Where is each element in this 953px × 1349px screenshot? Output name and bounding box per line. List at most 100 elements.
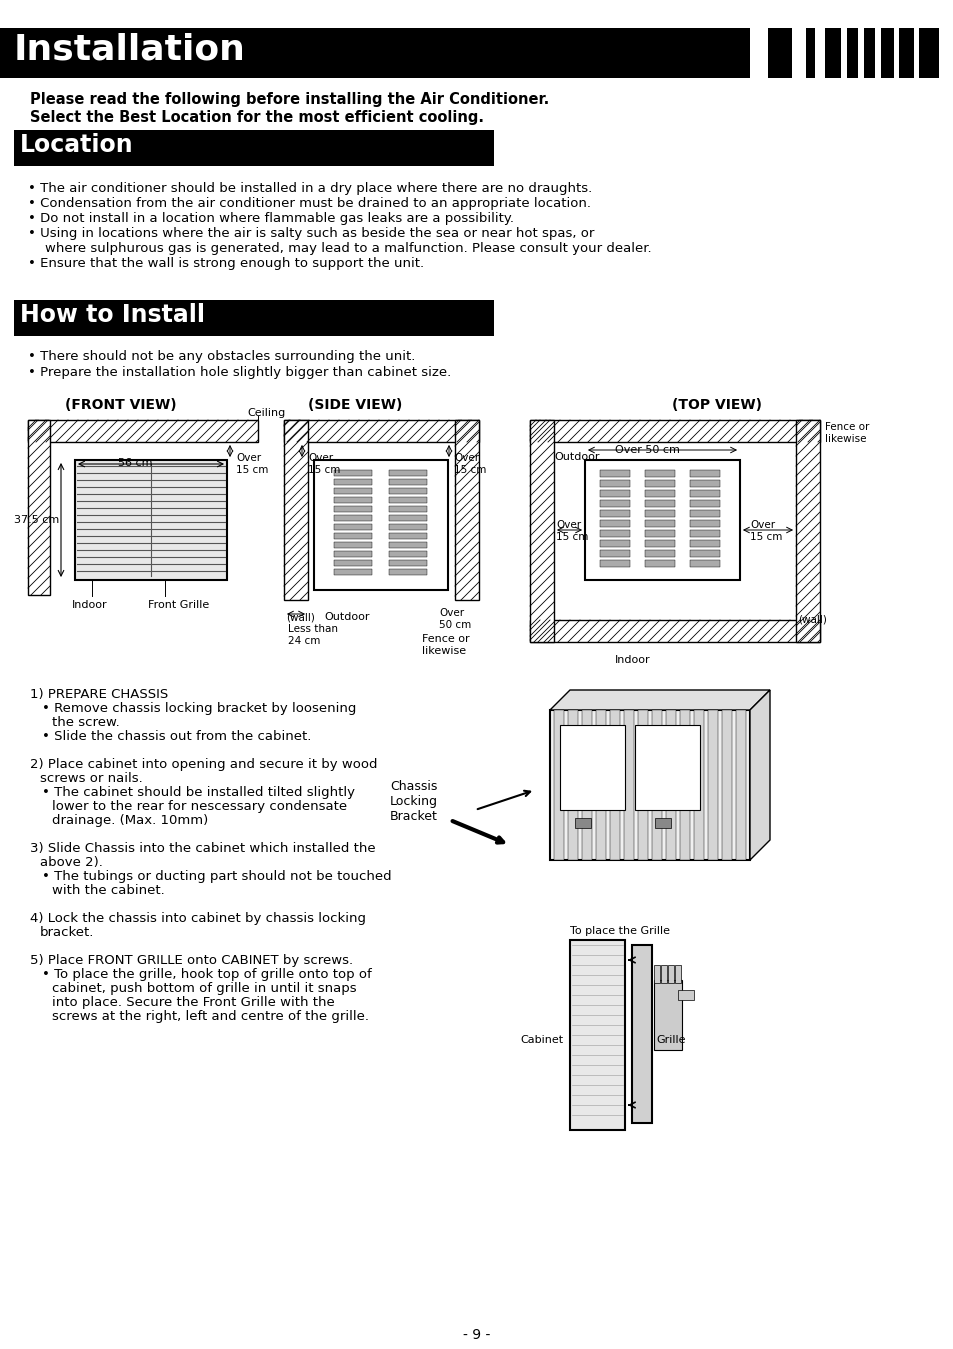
Bar xyxy=(599,490,629,496)
Bar xyxy=(689,519,720,527)
Text: • The cabinet should be installed tilted slightly: • The cabinet should be installed tilted… xyxy=(42,786,355,799)
Bar xyxy=(846,28,857,78)
Text: To place the Grille: To place the Grille xyxy=(569,925,669,936)
Text: 2) Place cabinet into opening and secure it by wood: 2) Place cabinet into opening and secure… xyxy=(30,758,377,772)
Bar xyxy=(334,469,372,476)
Bar xyxy=(635,724,700,809)
Bar xyxy=(795,420,820,642)
Bar xyxy=(596,710,605,861)
Text: screws at the right, left and centre of the grille.: screws at the right, left and centre of … xyxy=(52,1010,369,1023)
Text: Over
15 cm: Over 15 cm xyxy=(235,453,268,475)
Text: with the cabinet.: with the cabinet. xyxy=(52,884,165,897)
Text: Please read the following before installing the Air Conditioner.: Please read the following before install… xyxy=(30,92,549,107)
Text: Over
15 cm: Over 15 cm xyxy=(308,453,340,475)
Bar xyxy=(567,710,578,861)
Bar xyxy=(599,560,629,567)
Text: (SIDE VIEW): (SIDE VIEW) xyxy=(308,398,402,411)
Bar xyxy=(599,530,629,537)
Bar xyxy=(389,488,427,494)
Bar xyxy=(689,500,720,507)
Bar xyxy=(609,710,619,861)
Bar xyxy=(689,530,720,537)
Bar xyxy=(569,940,624,1130)
Bar xyxy=(689,469,720,478)
Bar xyxy=(735,710,745,861)
Bar xyxy=(665,710,676,861)
Bar xyxy=(575,817,590,828)
Bar xyxy=(334,550,372,557)
Text: bracket.: bracket. xyxy=(40,925,94,939)
Bar xyxy=(334,523,372,530)
Text: Fence or
likewise: Fence or likewise xyxy=(824,422,868,444)
Bar xyxy=(334,479,372,486)
Text: • To place the grille, hook top of grille onto top of: • To place the grille, hook top of grill… xyxy=(42,969,372,981)
Bar xyxy=(599,480,629,487)
Bar xyxy=(389,479,427,486)
Bar xyxy=(880,28,893,78)
Text: Grille: Grille xyxy=(656,1035,685,1045)
Text: Indoor: Indoor xyxy=(615,656,650,665)
Bar xyxy=(654,965,659,983)
Text: • Ensure that the wall is strong enough to support the unit.: • Ensure that the wall is strong enough … xyxy=(28,258,424,270)
Text: Outdoor: Outdoor xyxy=(554,452,598,461)
Bar xyxy=(689,480,720,487)
Bar xyxy=(721,710,731,861)
Bar xyxy=(75,460,227,580)
Bar xyxy=(389,469,427,476)
Text: Over
50 cm: Over 50 cm xyxy=(438,608,471,630)
Bar xyxy=(644,480,675,487)
Text: Ceiling: Ceiling xyxy=(247,407,285,418)
Bar xyxy=(334,542,372,548)
Bar xyxy=(805,28,814,78)
Bar xyxy=(679,710,689,861)
Text: Outdoor: Outdoor xyxy=(324,612,369,622)
Text: the screw.: the screw. xyxy=(52,716,120,728)
Bar xyxy=(631,946,651,1122)
Bar xyxy=(693,710,703,861)
Text: above 2).: above 2). xyxy=(40,857,103,869)
Bar xyxy=(28,420,257,442)
Bar xyxy=(644,490,675,496)
Bar xyxy=(644,540,675,546)
Bar xyxy=(389,506,427,513)
Bar xyxy=(334,515,372,521)
Bar xyxy=(389,533,427,540)
Bar xyxy=(863,28,874,78)
Bar xyxy=(644,550,675,557)
Text: where sulphurous gas is generated, may lead to a malfunction. Please consult you: where sulphurous gas is generated, may l… xyxy=(28,241,651,255)
Bar xyxy=(651,710,661,861)
Bar xyxy=(660,965,666,983)
Text: 1) PREPARE CHASSIS: 1) PREPARE CHASSIS xyxy=(30,688,168,701)
Text: 37.5 cm: 37.5 cm xyxy=(14,515,59,525)
Text: Less than
24 cm: Less than 24 cm xyxy=(288,625,337,646)
Bar xyxy=(655,817,670,828)
Text: Indoor: Indoor xyxy=(71,600,108,610)
Text: • Using in locations where the air is salty such as beside the sea or near hot s: • Using in locations where the air is sa… xyxy=(28,227,594,240)
Text: Location: Location xyxy=(20,134,133,156)
Bar xyxy=(28,420,50,595)
Text: drainage. (Max. 10mm): drainage. (Max. 10mm) xyxy=(52,813,208,827)
Bar xyxy=(599,469,629,478)
Bar xyxy=(707,710,718,861)
Bar xyxy=(334,533,372,540)
Bar xyxy=(638,710,647,861)
Bar xyxy=(644,469,675,478)
Bar xyxy=(0,28,749,78)
Text: 3) Slide Chassis into the cabinet which installed the: 3) Slide Chassis into the cabinet which … xyxy=(30,842,375,855)
Text: Over
15 cm: Over 15 cm xyxy=(556,519,588,541)
Text: lower to the rear for nescessary condensate: lower to the rear for nescessary condens… xyxy=(52,800,347,813)
Bar xyxy=(689,540,720,546)
Bar xyxy=(550,710,749,861)
Bar xyxy=(554,710,563,861)
Bar xyxy=(898,28,913,78)
Text: (wall): (wall) xyxy=(797,614,826,625)
Bar xyxy=(654,979,681,1050)
Bar xyxy=(389,550,427,557)
Text: • The tubings or ducting part should not be touched: • The tubings or ducting part should not… xyxy=(42,870,392,884)
Bar xyxy=(644,500,675,507)
Bar xyxy=(689,550,720,557)
Bar xyxy=(389,569,427,575)
Bar xyxy=(581,710,592,861)
Text: • Prepare the installation hole slightly bigger than cabinet size.: • Prepare the installation hole slightly… xyxy=(28,366,451,379)
Bar xyxy=(824,28,841,78)
